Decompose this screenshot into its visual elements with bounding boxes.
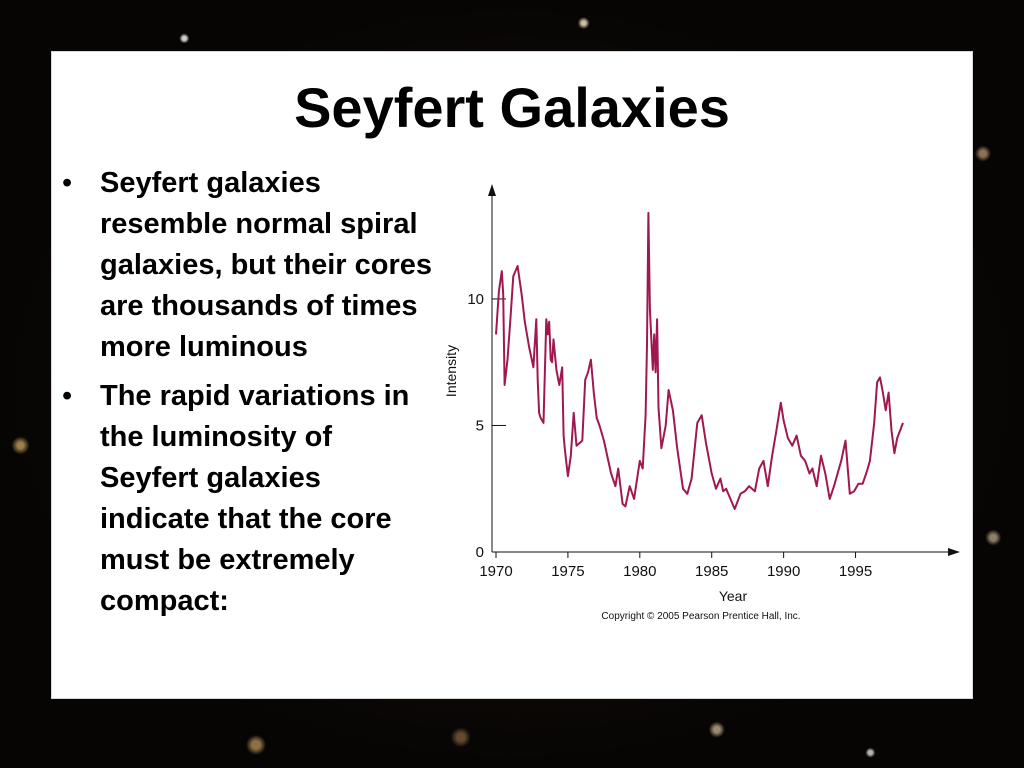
bullet-glyph: • xyxy=(62,380,73,412)
series-line xyxy=(495,211,904,510)
bullet-glyph: • xyxy=(62,167,73,199)
bullet-list: • Seyfert galaxies resemble normal spira… xyxy=(58,163,438,630)
bullet-text-1: Seyfert galaxies resemble normal spiral … xyxy=(100,167,433,363)
x-tick-label: 1970 xyxy=(479,563,512,580)
slide-title: Seyfert Galaxies xyxy=(294,76,730,139)
slide-panel xyxy=(52,52,972,698)
bullet-item-2: • The rapid variations in the luminosity… xyxy=(58,376,438,622)
y-axis-arrow xyxy=(488,184,496,196)
y-axis-label: Intensity xyxy=(443,345,459,397)
intensity-line-chart: 1970 1975 1980 1985 1990 1995 0 5 10 Intensity Y… xyxy=(443,184,960,622)
x-tick-label: 1975 xyxy=(551,563,584,580)
x-tick-label: 1995 xyxy=(839,563,872,580)
x-tick-label: 1985 xyxy=(695,563,728,580)
bullet-text-2: The rapid variations in the luminosity o… xyxy=(100,380,410,617)
y-tick-label: 0 xyxy=(476,544,484,561)
bullet-item-1: • Seyfert galaxies resemble normal spira… xyxy=(58,163,438,368)
x-tick-label: 1990 xyxy=(767,563,800,580)
x-tick-label: 1980 xyxy=(623,563,656,580)
y-tick-label: 10 xyxy=(467,291,484,308)
copyright-text: Copyright © 2005 Pearson Prentice Hall, … xyxy=(601,611,800,622)
x-axis-label: Year xyxy=(719,588,748,604)
y-tick-label: 5 xyxy=(476,417,484,434)
chart-axes xyxy=(488,184,960,556)
chart-ticks: 1970 1975 1980 1985 1990 1995 0 5 10 xyxy=(467,291,872,580)
x-axis-arrow xyxy=(948,548,960,556)
